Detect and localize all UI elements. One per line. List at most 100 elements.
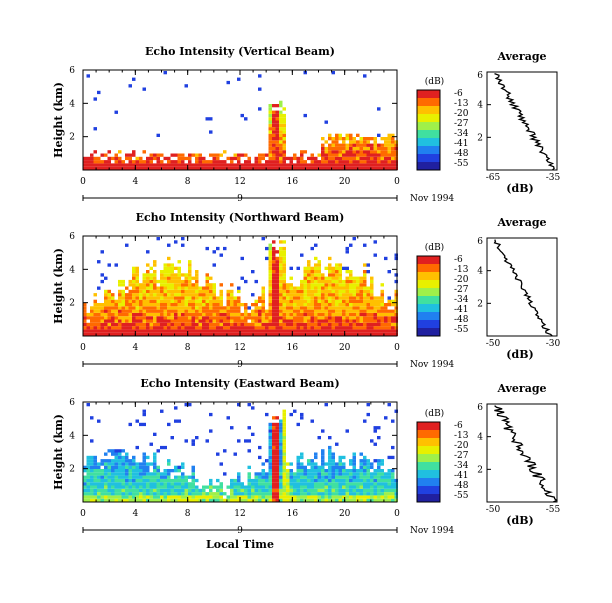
heatmap-cell [380, 485, 384, 489]
heatmap-cell [188, 293, 192, 297]
heatmap-cell [209, 319, 213, 323]
heatmap-cell [198, 153, 202, 157]
heatmap-cell [198, 316, 202, 320]
heatmap-cell [272, 465, 276, 469]
heatmap-cell [338, 270, 342, 274]
heatmap-cell [373, 459, 377, 463]
heatmap-cell [370, 498, 374, 502]
heatmap-cell [153, 289, 157, 294]
colorbar-tick-label: -48 [454, 315, 469, 325]
heatmap-cell [212, 283, 216, 287]
heatmap-cell [272, 140, 276, 144]
heatmap-cell [363, 146, 367, 151]
heatmap-cell [314, 498, 318, 502]
heatmap-cell [258, 107, 262, 111]
heatmap-cell [370, 286, 374, 290]
heatmap-cell [331, 322, 335, 327]
heatmap-cell [380, 156, 384, 161]
heatmap-cell [300, 303, 304, 307]
heatmap-cell [303, 299, 307, 303]
heatmap-cell [293, 293, 297, 297]
heatmap-cell [93, 475, 97, 479]
heatmap-cell [170, 488, 174, 493]
heatmap-cell [373, 166, 377, 170]
heatmap-cell [212, 250, 216, 254]
heatmap-cell [272, 153, 276, 157]
colorbar-tick-label: -41 [454, 471, 469, 481]
heatmap-cell [230, 488, 234, 493]
colorbar-segment [417, 304, 440, 313]
heatmap-cell [293, 156, 297, 161]
heatmap-cell [114, 303, 118, 307]
heatmap-cell [310, 482, 314, 486]
heatmap-cell [139, 472, 143, 476]
heatmap-cell [268, 332, 272, 336]
heatmap-cell [314, 306, 318, 310]
heatmap-cell [345, 133, 349, 137]
heatmap-cell [282, 289, 286, 294]
heatmap-cell [321, 143, 325, 147]
heatmap-cell [377, 492, 381, 496]
heatmap-cell [188, 263, 192, 267]
heatmap-cell [310, 322, 314, 327]
heatmap-cell [174, 276, 178, 280]
heatmap-cell [156, 156, 160, 161]
heatmap-cell [296, 478, 300, 483]
heatmap-cell [142, 462, 146, 466]
heatmap-cell [261, 495, 265, 499]
heatmap-cell [111, 449, 115, 453]
heatmap-cell [195, 163, 199, 167]
heatmap-cell [177, 316, 181, 320]
heatmap-cell [177, 296, 181, 300]
heatmap-cell [345, 279, 349, 284]
heatmap-cell [198, 156, 202, 161]
heatmap-cell [345, 482, 349, 486]
heatmap-cell [345, 316, 349, 320]
heatmap-cell [135, 472, 139, 476]
heatmap-cell [342, 332, 346, 336]
heatmap-cell [328, 279, 332, 284]
heatmap-cell [338, 469, 342, 473]
heatmap-cell [328, 299, 332, 303]
heatmap-cell [275, 143, 279, 147]
heatmap-cell [265, 246, 269, 251]
heatmap-cell [132, 309, 136, 313]
x-tick-label: 0 [80, 177, 86, 187]
heatmap-cell [125, 498, 129, 502]
heatmap-cell [128, 166, 132, 170]
heatmap-cell [237, 163, 241, 167]
heatmap-cell [317, 485, 321, 489]
heatmap-cell [184, 303, 188, 307]
heatmap-cell [279, 250, 283, 254]
heatmap-cell [188, 329, 192, 333]
heatmap-cell [366, 472, 370, 476]
heatmap-cell [104, 299, 108, 303]
heatmap-cell [202, 286, 206, 290]
heatmap-cell [142, 286, 146, 290]
heatmap-cell [380, 293, 384, 297]
heatmap-cell [335, 442, 339, 446]
heatmap-cell [307, 266, 311, 270]
heatmap-cell [303, 270, 307, 274]
heatmap-cell [216, 485, 220, 489]
heatmap-cell [181, 485, 185, 489]
heatmap-cell [317, 273, 321, 277]
heatmap-cell [377, 426, 381, 430]
heatmap-cell [209, 299, 213, 303]
average-frame [486, 237, 558, 337]
heatmap-2 [83, 403, 398, 502]
heatmap-cell [233, 492, 237, 496]
heatmap-cell [272, 286, 276, 290]
heatmap-cell [100, 163, 104, 167]
heatmap-cell [289, 462, 293, 466]
heatmap-cell [205, 117, 209, 121]
heatmap-cell [286, 462, 290, 466]
heatmap-cell [303, 266, 307, 270]
heatmap-cell [205, 166, 209, 170]
heatmap-cell [86, 403, 90, 407]
heatmap-cell [132, 266, 136, 270]
heatmap-cell [230, 498, 234, 502]
heatmap-cell [111, 472, 115, 476]
heatmap-cell [324, 150, 328, 154]
heatmap-cell [370, 326, 374, 330]
